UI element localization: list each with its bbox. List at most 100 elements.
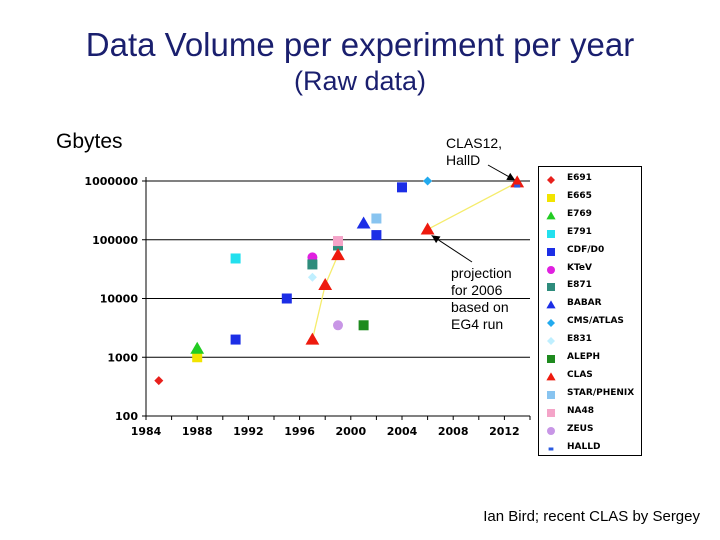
- legend-marker-e871: [547, 283, 555, 292]
- legend-marker-na48: [547, 408, 555, 417]
- legend-label: E871: [567, 280, 592, 291]
- legend-marker-shape: [547, 176, 555, 184]
- legend-item-e831: E831: [539, 332, 643, 350]
- legend-marker-e691: [547, 176, 555, 184]
- legend-marker-star-phenix: [547, 390, 555, 399]
- legend-marker-e665: [547, 193, 555, 202]
- projection-line: [311, 284, 326, 340]
- x-tick-label: 1996: [284, 425, 315, 438]
- legend-label: CMS/ATLAS: [567, 316, 624, 327]
- legend-item-e769: E769: [539, 207, 643, 225]
- data-point-e665: [192, 352, 203, 363]
- data-point-clas: [331, 248, 345, 261]
- legend-marker-shape: [547, 319, 555, 328]
- annotation-arrow-head: [506, 172, 516, 181]
- legend-item-e691: E691: [539, 171, 643, 189]
- legend-marker-shape: [547, 193, 555, 202]
- legend-item-na48: NA48: [539, 404, 643, 422]
- y-tick-label: 100000: [92, 234, 138, 247]
- annotation-arrow-head: [431, 235, 441, 244]
- x-tick-label: 1992: [233, 425, 264, 438]
- x-tick-label: 1984: [131, 425, 162, 438]
- legend-marker-cdf-d0: [547, 247, 555, 256]
- data-point-star-phenix: [371, 213, 382, 224]
- legend-marker-aleph: [547, 355, 555, 363]
- legend-item-e665: E665: [539, 189, 643, 207]
- data-point-cdf-d0: [371, 230, 382, 241]
- legend-marker-shape: [547, 337, 555, 346]
- data-point-cdf-d0: [230, 334, 241, 345]
- data-point-aleph: [358, 320, 369, 331]
- y-tick-label: 10000: [100, 293, 139, 306]
- legend-marker-halld: [548, 447, 554, 450]
- data-point-clas: [318, 278, 333, 291]
- chart-legend: E691 E665 E769 E791 CDF/D0 KTeV E871 BABAR CMS/A…: [538, 166, 642, 456]
- data-point-babar: [356, 216, 371, 229]
- legend-item-star-phenix: STAR/PHENIX: [539, 386, 643, 404]
- legend-marker-cms-atlas: [547, 319, 555, 328]
- data-point-e769: [190, 341, 205, 354]
- legend-marker-zeus: [547, 426, 555, 435]
- legend-marker-shape: [547, 355, 555, 363]
- x-tick-label: 2004: [387, 425, 418, 438]
- data-point-clas: [510, 175, 525, 188]
- data-point-halld: [514, 184, 521, 188]
- legend-marker-shape: [546, 372, 556, 381]
- data-point-na48: [333, 236, 343, 247]
- data-point-clas: [420, 222, 435, 235]
- legend-item-clas: CLAS: [539, 368, 643, 386]
- legend-marker-ktev: [547, 265, 555, 274]
- legend-label: CDF/D0: [567, 244, 605, 255]
- y-tick-label: 1000: [107, 351, 138, 364]
- data-point-e791: [230, 253, 241, 264]
- y-tick-label: 100: [115, 410, 138, 423]
- legend-marker-shape: [547, 426, 555, 435]
- legend-label: E831: [567, 334, 592, 345]
- data-point-cdf-d0: [397, 182, 407, 193]
- data-point-e831: [307, 272, 317, 282]
- legend-item-e871: E871: [539, 278, 643, 296]
- data-point-zeus: [333, 320, 343, 331]
- legend-item-cms-atlas: CMS/ATLAS: [539, 314, 643, 332]
- legend-marker-e831: [547, 337, 555, 346]
- legend-item-babar: BABAR: [539, 296, 643, 314]
- legend-marker-e791: [547, 229, 555, 238]
- x-tick-label: 2008: [438, 425, 469, 438]
- x-tick-label: 2012: [489, 425, 520, 438]
- legend-item-aleph: ALEPH: [539, 350, 643, 368]
- slide-title: Data Volume per experiment per year: [85, 26, 635, 63]
- legend-label: E665: [567, 190, 592, 201]
- legend-item-ktev: KTeV: [539, 261, 643, 279]
- projection-line: [427, 181, 518, 230]
- data-point-cdf-d0: [281, 293, 292, 304]
- data-point-e871: [307, 259, 318, 270]
- legend-label: HALLD: [567, 441, 601, 452]
- y-axis-unit-label: Gbytes: [56, 130, 123, 153]
- legend-marker-shape: [546, 300, 556, 309]
- annotation-arrow: [431, 234, 473, 263]
- legend-marker-shape: [547, 247, 555, 256]
- y-tick-label: 1000000: [84, 175, 138, 188]
- legend-label: KTeV: [567, 262, 592, 273]
- legend-label: E691: [567, 173, 592, 183]
- legend-marker-shape: [547, 265, 555, 274]
- data-point-cms-atlas: [423, 176, 433, 186]
- legend-item-halld: HALLD: [539, 440, 643, 458]
- legend-marker-shape: [548, 447, 554, 450]
- legend-item-zeus: ZEUS: [539, 422, 643, 440]
- legend-label: E791: [567, 226, 592, 237]
- legend-item-cdf-d0: CDF/D0: [539, 243, 643, 261]
- x-tick-label: 1988: [182, 425, 213, 438]
- legend-label: E769: [567, 208, 592, 219]
- credit-text: Ian Bird; recent CLAS by Sergey: [483, 508, 700, 525]
- legend-marker-shape: [546, 211, 556, 220]
- legend-item-e791: E791: [539, 225, 643, 243]
- annotation-projection: projection for 2006 based on EG4 run: [451, 265, 512, 332]
- legend-label: ALEPH: [567, 352, 600, 362]
- legend-marker-shape: [547, 283, 555, 292]
- legend-label: BABAR: [567, 298, 602, 309]
- legend-marker-shape: [547, 408, 555, 417]
- legend-label: CLAS: [567, 369, 593, 380]
- legend-marker-shape: [547, 390, 555, 399]
